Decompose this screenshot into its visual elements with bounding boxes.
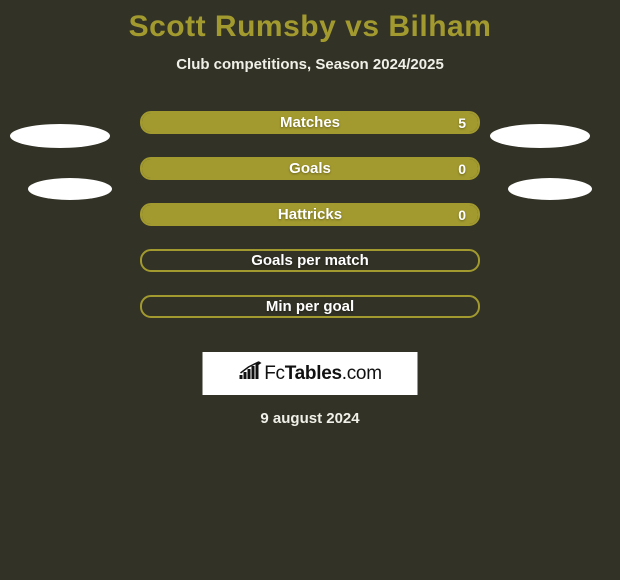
date-text: 9 august 2024 bbox=[0, 410, 620, 427]
stat-bar-label: Min per goal bbox=[142, 297, 478, 316]
avatar-placeholder bbox=[508, 178, 592, 200]
avatar-placeholder bbox=[490, 124, 590, 148]
stat-bar-fill bbox=[142, 159, 478, 178]
stat-bar-fill bbox=[142, 205, 478, 224]
page-title: Scott Rumsby vs Bilham bbox=[0, 0, 620, 44]
avatar-placeholder bbox=[10, 124, 110, 148]
stat-bar-fill bbox=[142, 113, 478, 132]
avatar-placeholder bbox=[28, 178, 112, 200]
subtitle: Club competitions, Season 2024/2025 bbox=[0, 56, 620, 73]
bars-icon bbox=[238, 361, 262, 386]
stat-bar: Hattricks0 bbox=[140, 203, 480, 226]
site-logo: FcTables.com bbox=[203, 352, 418, 395]
stat-bar-label: Goals per match bbox=[142, 251, 478, 270]
comparison-infographic: Scott Rumsby vs Bilham Club competitions… bbox=[0, 0, 620, 580]
player2-name: Bilham bbox=[388, 10, 491, 43]
stat-bar: Goals per match bbox=[140, 249, 480, 272]
vs-text: vs bbox=[345, 10, 379, 43]
stat-bar: Min per goal bbox=[140, 295, 480, 318]
stat-bar: Goals0 bbox=[140, 157, 480, 180]
player1-name: Scott Rumsby bbox=[129, 10, 337, 43]
stat-bar: Matches5 bbox=[140, 111, 480, 134]
logo-text: FcTables.com bbox=[264, 363, 381, 385]
